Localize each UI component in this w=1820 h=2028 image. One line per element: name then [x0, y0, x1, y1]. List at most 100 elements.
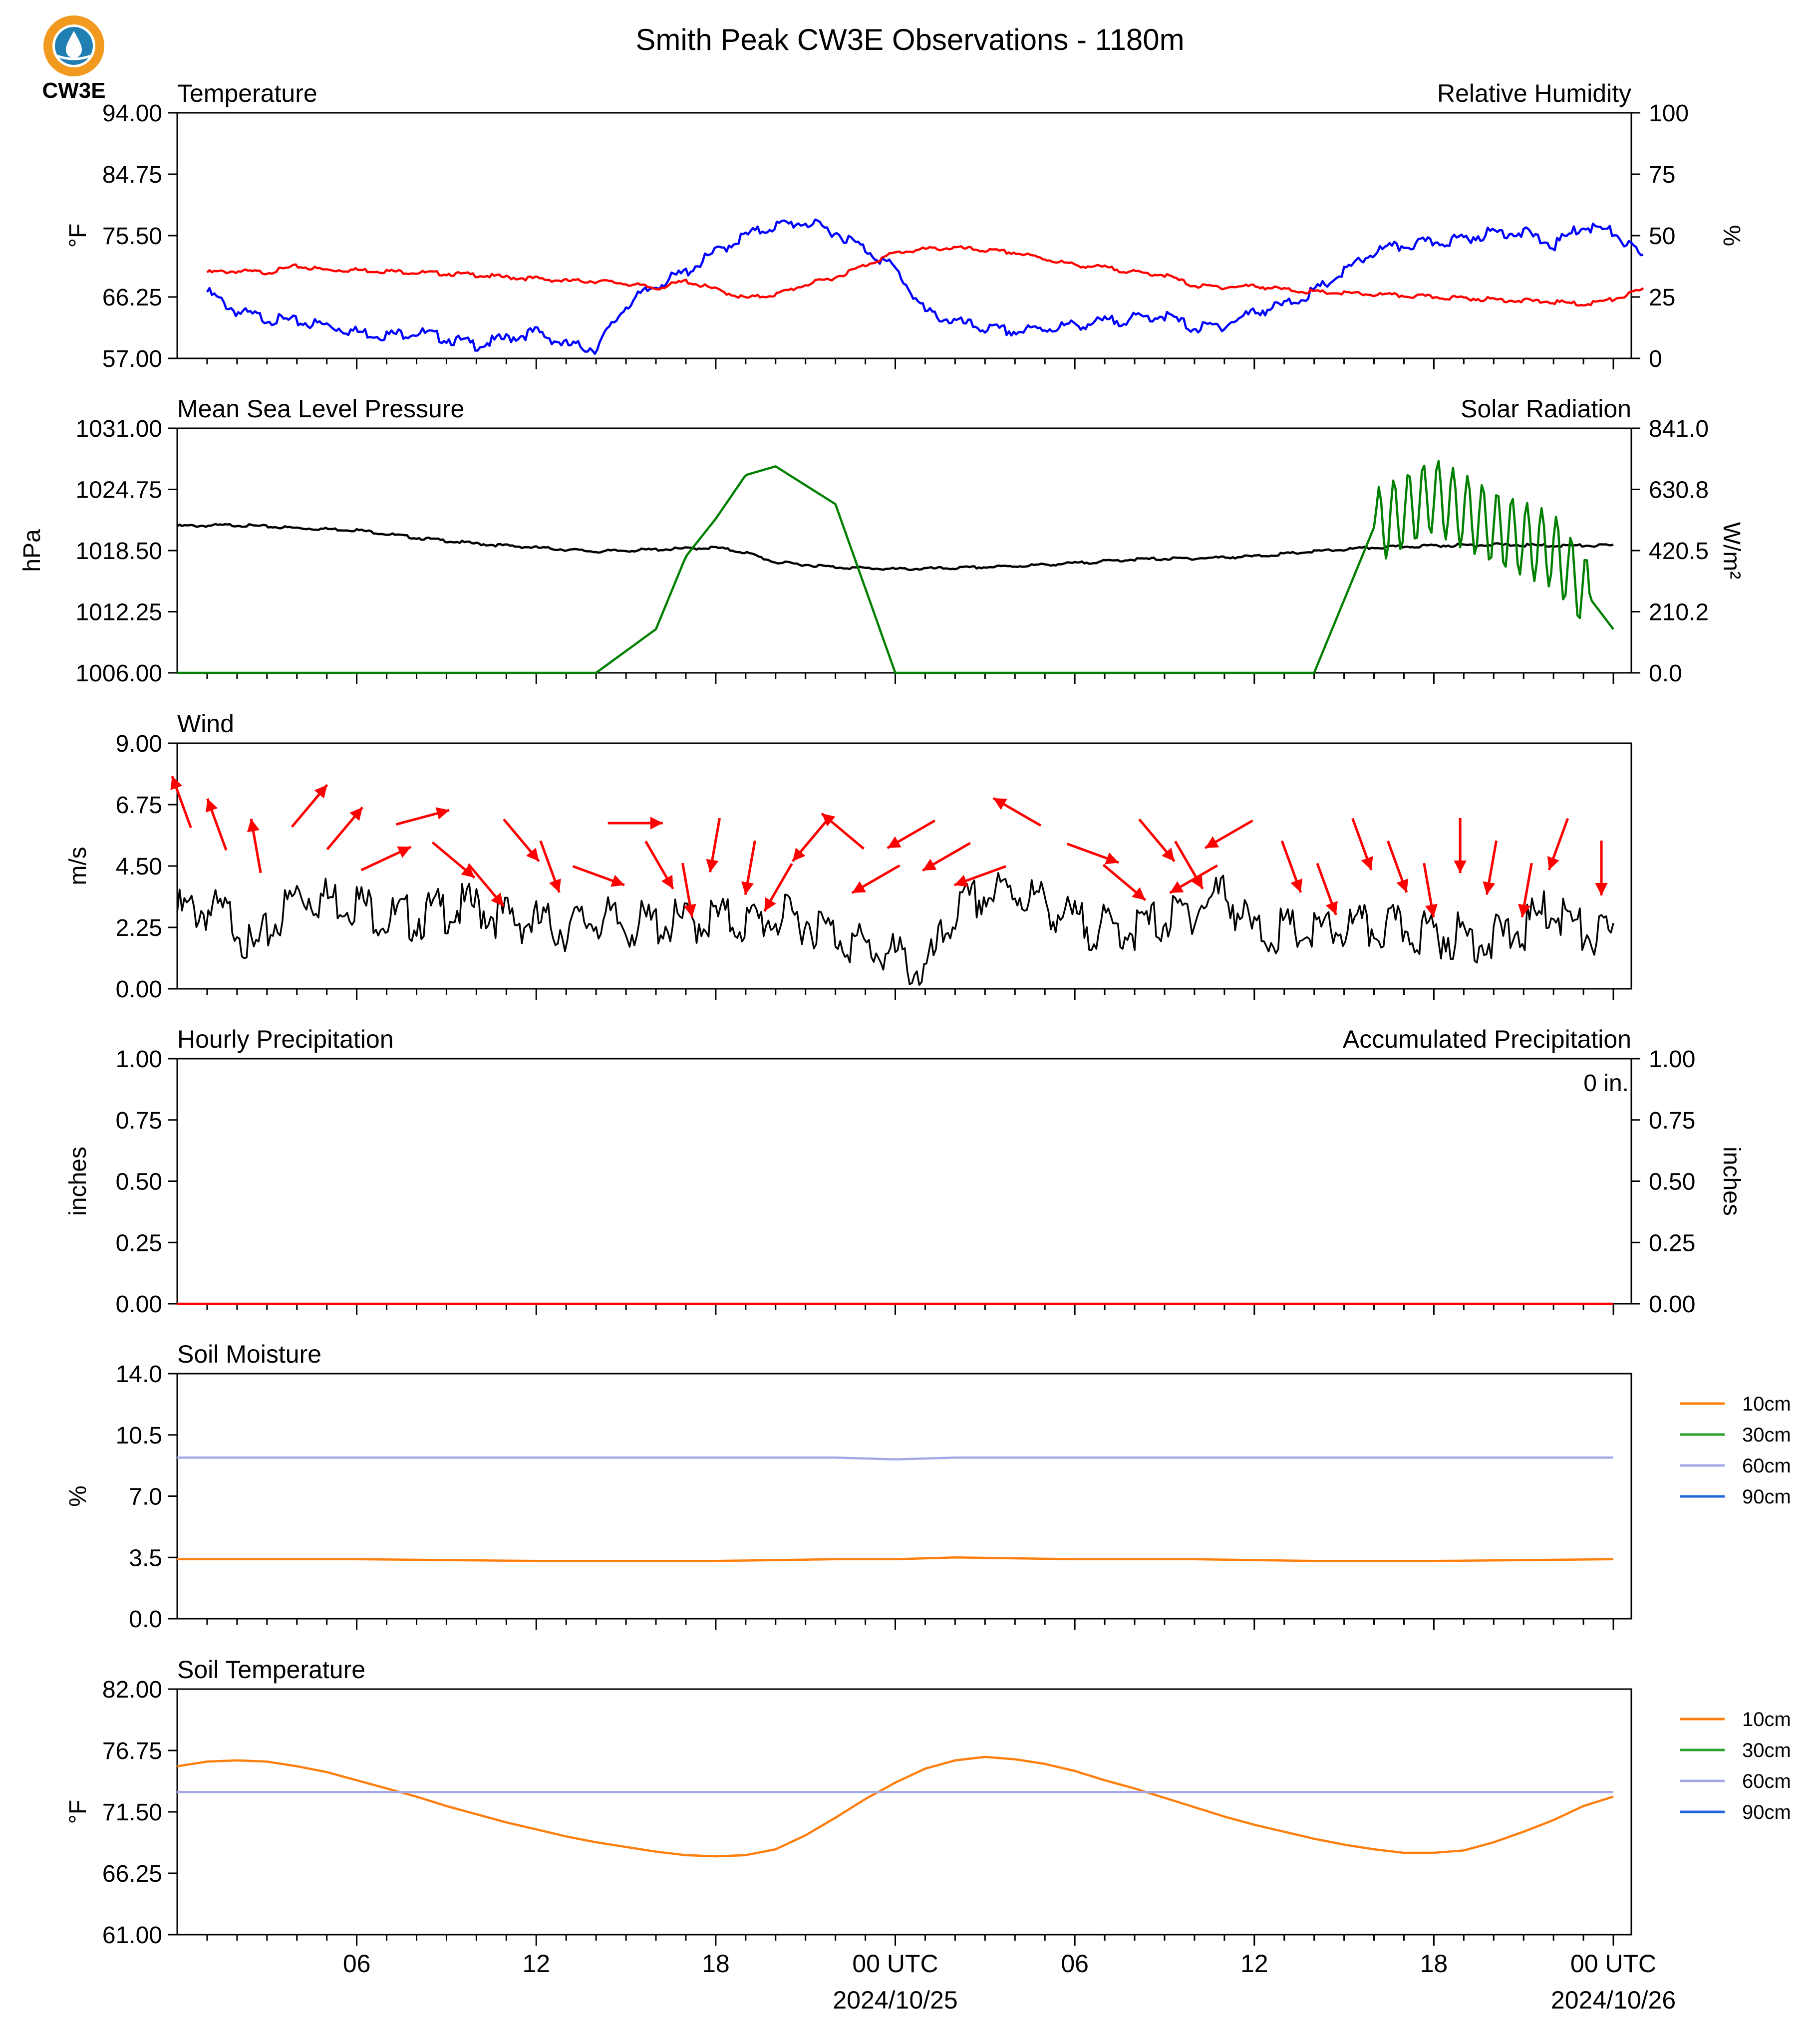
wind-direction-arrow [1483, 840, 1498, 895]
panel-title-right: Relative Humidity [1437, 79, 1631, 107]
wind-arrow-head [349, 807, 363, 821]
wind-arrow-head [206, 799, 218, 813]
series-line-relative-humidity [206, 245, 1644, 307]
y-right-tick-label: 1.00 [1649, 1046, 1695, 1073]
wind-direction-arrow [1454, 818, 1467, 873]
wind-arrow-head [706, 859, 719, 872]
y-left-axis-label: °F [65, 1800, 91, 1824]
wind-direction-arrow [1169, 864, 1218, 894]
wind-arrow-head [1105, 852, 1119, 865]
wind-arrow-head [435, 807, 449, 820]
plot-frame [176, 1373, 1632, 1620]
y-left-tick-label: 1024.75 [75, 477, 162, 504]
wind-arrow-head [247, 819, 260, 833]
wind-arrow-head [1170, 881, 1184, 893]
series-line-solar-radiation [177, 460, 1614, 674]
y-right-axis-label: % [1718, 225, 1745, 247]
y-left-tick-label: 76.75 [102, 1738, 162, 1764]
wind-direction-arrow [503, 818, 540, 863]
wind-direction-arrow [539, 840, 561, 893]
logo-text: CW3E [42, 78, 105, 103]
wind-arrow-head [1483, 881, 1496, 895]
wind-direction-arrow [851, 864, 901, 894]
series-line-wind [176, 872, 1614, 986]
y-left-axis-label: hPa [19, 529, 45, 572]
wind-arrow-head [1425, 903, 1438, 917]
y-right-tick-label: 210.2 [1649, 599, 1709, 626]
y-left-tick-label: 1006.00 [75, 660, 162, 687]
series-line-mean-sea-level-pressure [176, 523, 1614, 572]
wind-direction-arrow [1595, 841, 1608, 895]
y-right-tick-label: 75 [1649, 162, 1675, 188]
wind-arrow-head [922, 859, 937, 870]
wind-direction-arrow [1351, 818, 1373, 870]
y-right-tick-label: 630.8 [1649, 477, 1709, 504]
panel-wind: 0.00 2.25 4.50 6.75 9.00 Wind m/s [65, 710, 1632, 1003]
wind-arrow-head [549, 878, 561, 892]
y-right-tick-label: 0.75 [1649, 1108, 1695, 1134]
wind-direction-arrow [326, 806, 364, 851]
y-left-tick-label: 14.0 [116, 1361, 162, 1388]
wind-arrow-head [1205, 836, 1219, 848]
y-right-tick-label: 0.00 [1649, 1291, 1695, 1318]
wind-direction-arrow [572, 865, 625, 887]
wind-arrow-head [764, 897, 776, 911]
wind-direction-arrow [1102, 864, 1147, 901]
y-right-axis-label: W/m² [1718, 522, 1745, 579]
y-left-axis-label: m/s [65, 847, 91, 885]
x-tick-label: 12 [522, 1950, 550, 1978]
wind-arrow-head [661, 874, 673, 889]
y-right-tick-label: 0.0 [1649, 660, 1682, 687]
x-tick-label: 00 UTC [852, 1950, 938, 1978]
y-right-tick-label: 420.5 [1649, 538, 1709, 565]
y-left-axis-label: % [65, 1485, 91, 1507]
wind-direction-arrow [922, 842, 971, 872]
y-right-axis-label: inches [1718, 1147, 1745, 1216]
legend-label: 10cm [1742, 1393, 1791, 1415]
y-left-tick-label: 0.50 [116, 1169, 162, 1195]
logo-drop-icon [66, 31, 82, 58]
plot-frame [176, 427, 1632, 674]
panel-title-left: Soil Temperature [177, 1656, 365, 1684]
y-left-tick-label: 6.75 [116, 792, 162, 819]
plot-frame [176, 742, 1632, 990]
y-left-tick-label: 7.0 [129, 1484, 162, 1510]
accumulated-precip-value: 0 in. [1583, 1070, 1629, 1097]
wind-arrow-head [610, 874, 624, 887]
wind-arrow-head [1518, 903, 1531, 917]
y-left-tick-label: 9.00 [116, 731, 162, 757]
wind-arrow-head [1162, 848, 1175, 862]
wind-direction-arrow [360, 846, 412, 871]
legend-label: 30cm [1742, 1739, 1791, 1761]
x-tick-label: 06 [343, 1950, 371, 1978]
wind-arrow-head [1396, 878, 1409, 892]
wind-arrow-head [1132, 887, 1146, 900]
panel-title-left: Wind [177, 710, 234, 738]
y-left-tick-label: 82.00 [102, 1677, 162, 1703]
x-tick-label: 18 [1420, 1950, 1448, 1978]
y-left-tick-label: 0.00 [116, 976, 162, 1003]
wind-direction-arrow [763, 863, 793, 912]
wind-direction-arrow [1138, 818, 1176, 863]
wind-direction-arrow [291, 784, 328, 828]
y-left-tick-label: 75.50 [102, 223, 162, 250]
logo-ring-icon [43, 15, 104, 76]
wind-arrow-head [1191, 874, 1203, 889]
wind-direction-arrow [821, 812, 865, 850]
y-left-tick-label: 10.5 [116, 1423, 162, 1449]
x-date-label: 2024/10/26 [1551, 1986, 1676, 2014]
x-tick-label: 18 [702, 1950, 730, 1978]
wind-direction-arrow [706, 818, 721, 872]
wind-direction-arrow [247, 819, 262, 873]
y-left-tick-label: 94.00 [102, 100, 162, 127]
wind-arrow-head [993, 798, 1007, 810]
series-line-10cm [177, 1755, 1614, 1858]
wind-direction-arrow [206, 798, 228, 851]
wind-arrow-head [1595, 883, 1608, 895]
wind-arrow-head [397, 846, 411, 858]
legend-label: 60cm [1742, 1770, 1791, 1792]
wind-direction-arrow [1547, 818, 1569, 870]
y-right-tick-label: 25 [1649, 285, 1675, 311]
wind-direction-arrow [170, 776, 192, 829]
wind-direction-arrow [607, 817, 663, 830]
